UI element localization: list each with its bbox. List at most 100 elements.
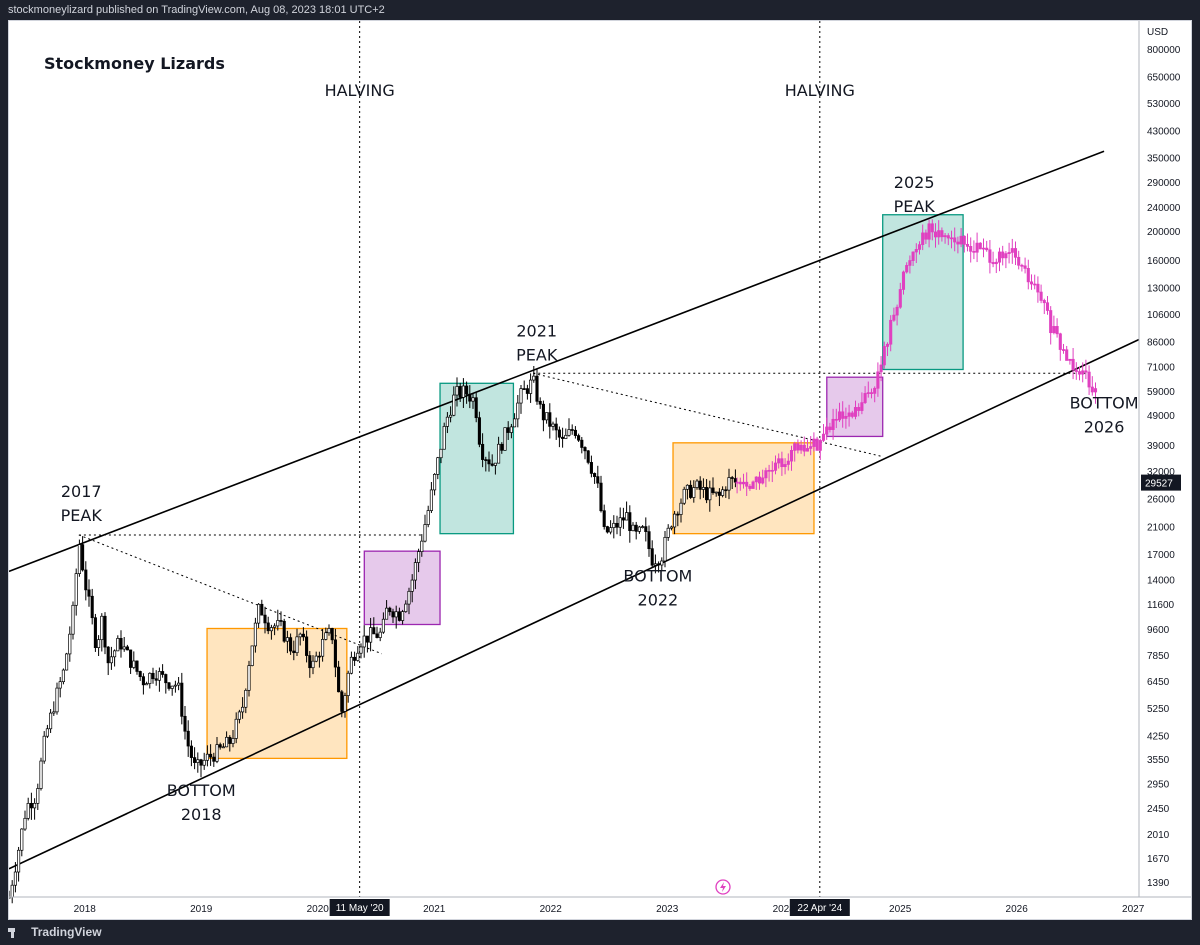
candle-body bbox=[669, 526, 673, 529]
candle-body bbox=[609, 527, 613, 533]
candle-body bbox=[36, 788, 40, 804]
y-tick-650000: 650000 bbox=[1147, 72, 1181, 83]
candle-body bbox=[647, 531, 651, 550]
candle-body bbox=[666, 527, 670, 538]
candle-body bbox=[943, 235, 947, 238]
candle-body bbox=[125, 646, 129, 651]
candle-body bbox=[509, 426, 513, 433]
candle-body bbox=[225, 736, 229, 748]
annotation-line1-1: 2017 bbox=[61, 482, 102, 501]
channel-lower-line bbox=[9, 338, 1140, 870]
candle-body bbox=[1068, 358, 1072, 361]
replay-icon[interactable] bbox=[715, 879, 731, 895]
x-tick-2024: 2024 bbox=[773, 904, 796, 915]
candle-body bbox=[745, 481, 749, 487]
candle-body bbox=[132, 660, 136, 668]
candle-body bbox=[503, 427, 507, 451]
candle-body bbox=[193, 757, 197, 763]
candle-body bbox=[701, 487, 705, 490]
candle-body bbox=[391, 611, 395, 618]
candle-body bbox=[285, 637, 289, 642]
candle-body bbox=[551, 423, 555, 427]
candle-body bbox=[1090, 386, 1094, 393]
y-tick-4250: 4250 bbox=[1147, 732, 1170, 743]
candle-body bbox=[167, 682, 171, 689]
candle-body bbox=[77, 544, 81, 574]
candle-body bbox=[937, 230, 941, 238]
candle-body bbox=[911, 251, 915, 261]
candle-body bbox=[151, 672, 155, 680]
candle-body bbox=[869, 392, 874, 394]
candle-body bbox=[90, 595, 94, 619]
chart-frame[interactable]: HALVING 11 May '20 HALVING 22 Apr '24 2017 P… bbox=[8, 20, 1192, 920]
candle-body bbox=[362, 635, 366, 648]
candle-body bbox=[847, 412, 851, 417]
candle-body bbox=[1010, 248, 1014, 253]
candle-body bbox=[834, 418, 838, 421]
candle-body bbox=[1052, 326, 1056, 334]
candle-body bbox=[978, 242, 982, 250]
y-tick-1670: 1670 bbox=[1147, 854, 1170, 865]
candle-body bbox=[924, 232, 928, 240]
candle-body bbox=[177, 682, 181, 686]
y-tick-350000: 350000 bbox=[1147, 154, 1181, 165]
candle-body bbox=[372, 627, 376, 635]
candle-body bbox=[583, 447, 587, 452]
candle-body bbox=[417, 551, 421, 563]
candle-body bbox=[327, 628, 331, 634]
candle-body bbox=[113, 650, 117, 658]
candle-body bbox=[269, 627, 273, 632]
y-tick-5250: 5250 bbox=[1147, 704, 1170, 715]
candle-body bbox=[557, 429, 561, 438]
candle-body bbox=[1061, 349, 1066, 351]
candle-body bbox=[1039, 291, 1043, 301]
candle-body bbox=[567, 429, 571, 436]
candle-body bbox=[186, 730, 190, 747]
candle-body bbox=[921, 232, 925, 245]
candle-body bbox=[228, 736, 232, 744]
candle-body bbox=[959, 235, 963, 245]
last-price-label: 29527 bbox=[1145, 479, 1173, 490]
publish-header: stockmoneylizard published on TradingVie… bbox=[0, 0, 1200, 20]
candle-body bbox=[317, 655, 321, 658]
candle-body bbox=[634, 524, 638, 532]
candle-body bbox=[119, 638, 123, 650]
price-chart[interactable]: HALVING 11 May '20 HALVING 22 Apr '24 2017 P… bbox=[9, 21, 1191, 919]
candle-body bbox=[773, 462, 778, 471]
candle-body bbox=[410, 579, 414, 592]
candle-body bbox=[212, 756, 216, 762]
candle-body bbox=[388, 607, 392, 613]
candle-body bbox=[653, 563, 657, 566]
candle-body bbox=[61, 669, 65, 683]
halving-label-1: HALVING bbox=[325, 81, 395, 100]
candle-body bbox=[615, 522, 619, 528]
candle-body bbox=[445, 416, 449, 427]
y-tick-800000: 800000 bbox=[1147, 45, 1181, 56]
candle-body bbox=[506, 427, 510, 433]
candle-body bbox=[564, 434, 568, 439]
candle-body bbox=[202, 759, 206, 766]
x-tick-2022: 2022 bbox=[540, 904, 563, 915]
annotation-line2-5: PEAK bbox=[894, 197, 936, 216]
candle-body bbox=[754, 476, 758, 483]
candle-body bbox=[721, 489, 725, 496]
candle-body bbox=[994, 261, 998, 265]
candle-body bbox=[13, 871, 17, 886]
candle-body bbox=[209, 753, 213, 758]
candle-body bbox=[1087, 371, 1091, 388]
candle-body bbox=[809, 446, 813, 449]
candle-body bbox=[857, 407, 861, 411]
candle-body bbox=[244, 689, 248, 708]
candle-body bbox=[621, 517, 625, 521]
candle-body bbox=[717, 491, 721, 496]
annotation-line1-5: 2025 bbox=[894, 173, 935, 192]
candle-body bbox=[189, 745, 193, 758]
y-tick-7850: 7850 bbox=[1147, 651, 1170, 662]
candle-body bbox=[1074, 369, 1078, 372]
candle-body bbox=[815, 438, 819, 451]
candle-body bbox=[770, 469, 774, 472]
candle-body bbox=[751, 481, 755, 489]
candle-body bbox=[426, 510, 430, 525]
candle-body bbox=[1065, 349, 1069, 361]
candle-body bbox=[321, 639, 325, 657]
